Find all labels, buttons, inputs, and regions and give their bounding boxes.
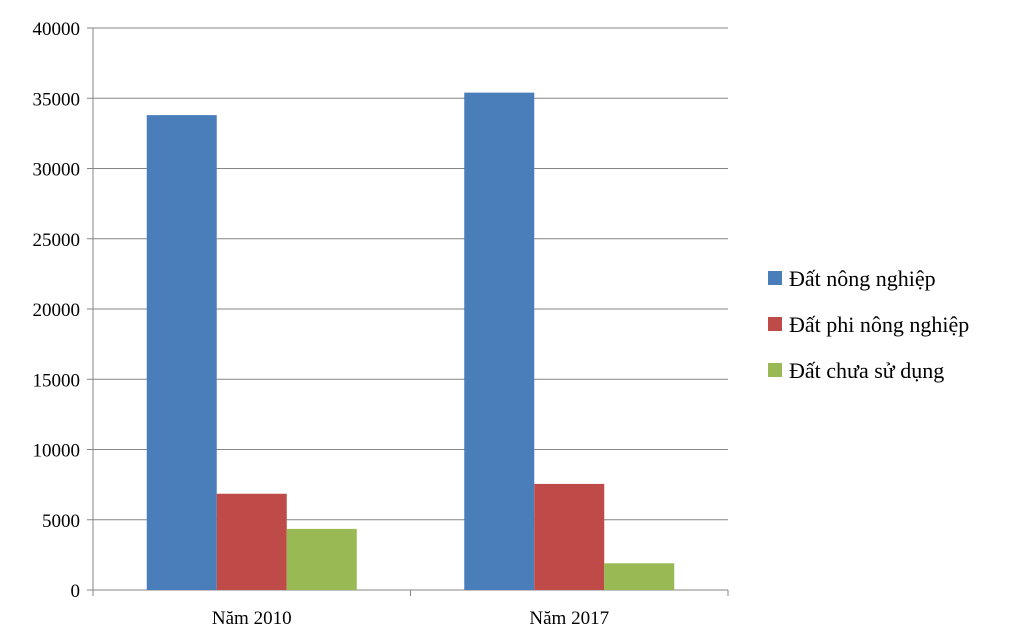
bar	[146, 115, 217, 591]
bars	[146, 92, 675, 591]
x-tick-labels: Năm 2010 Năm 2017	[212, 608, 609, 629]
x-tick-label: Năm 2010	[212, 608, 292, 629]
y-tick-label: 25000	[33, 230, 81, 251]
y-tick-label: 35000	[33, 89, 81, 110]
bar	[216, 493, 287, 590]
y-tick-label: 40000	[33, 19, 81, 40]
legend-label: Đất phi nông nghiệp	[789, 312, 969, 337]
y-tick-label: 0	[71, 581, 81, 602]
legend-label: Đất nông nghiệp	[789, 266, 936, 291]
legend-swatch	[768, 317, 782, 331]
bar	[534, 483, 605, 590]
y-tick-labels: 0 5000 10000 15000 20000 25000 30000 35000 40000	[33, 19, 81, 602]
y-tick-label: 20000	[33, 300, 81, 321]
bar	[604, 563, 675, 590]
legend: Đất nông nghiệp Đất phi nông nghiệp Đất ch…	[768, 266, 969, 383]
y-tick-label: 30000	[33, 160, 81, 181]
legend-swatch	[768, 363, 782, 377]
y-tick-label: 10000	[33, 441, 81, 462]
x-tick-label: Năm 2017	[529, 608, 609, 629]
bar	[286, 528, 357, 590]
legend-label: Đất chưa sử dụng	[789, 358, 944, 383]
legend-swatch	[768, 271, 782, 285]
y-tick-label: 15000	[33, 370, 81, 391]
bar	[464, 92, 535, 590]
y-tick-label: 5000	[42, 511, 80, 532]
